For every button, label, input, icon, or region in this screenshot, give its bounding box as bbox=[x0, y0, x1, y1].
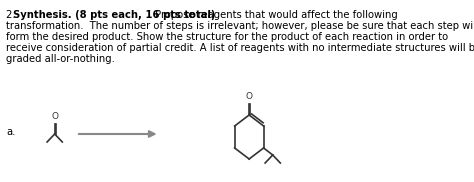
Text: 2.: 2. bbox=[6, 10, 19, 20]
Text: graded all-or-nothing.: graded all-or-nothing. bbox=[6, 54, 115, 64]
Text: Synthesis. (8 pts each, 16 pts total): Synthesis. (8 pts each, 16 pts total) bbox=[13, 10, 215, 20]
Text: receive consideration of partial credit. A list of reagents with no intermediate: receive consideration of partial credit.… bbox=[6, 43, 474, 53]
Text: O: O bbox=[51, 112, 58, 121]
Text: transformation.  The number of steps is irrelevant; however, please be sure that: transformation. The number of steps is i… bbox=[6, 21, 474, 31]
Text: O: O bbox=[246, 92, 253, 101]
Text: Propose reagents that would affect the following: Propose reagents that would affect the f… bbox=[152, 10, 398, 20]
Text: a.: a. bbox=[6, 127, 16, 137]
Text: form the desired product. Show the structure for the product of each reaction in: form the desired product. Show the struc… bbox=[6, 32, 448, 42]
